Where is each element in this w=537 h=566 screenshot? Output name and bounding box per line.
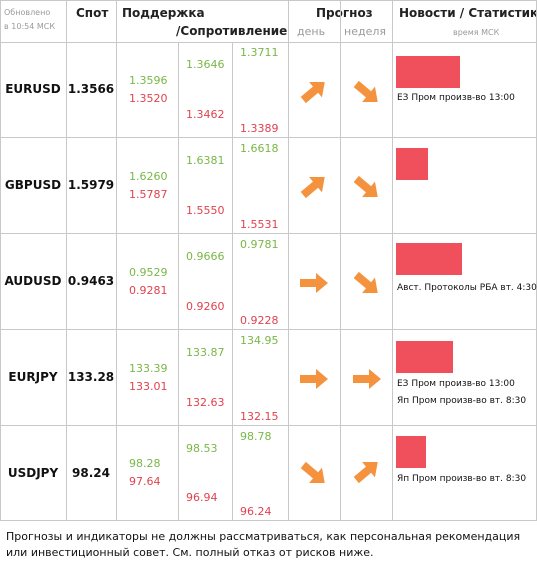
- disclaimer-text: Прогнозы и индикаторы не должны рассматр…: [6, 530, 521, 559]
- pair-name[interactable]: EURUSD: [5, 82, 61, 96]
- resistance-3: 132.15: [240, 410, 279, 423]
- resistance-2: 1.3462: [186, 108, 225, 121]
- support-2: 0.9666: [186, 250, 225, 263]
- support-header: Поддержка: [122, 6, 205, 20]
- resistance-header: /Сопротивление: [176, 24, 288, 38]
- arrow-right-icon: [300, 273, 328, 293]
- resistance-2: 0.9260: [186, 300, 225, 313]
- news-header: Новости / Статистика: [399, 6, 537, 20]
- news-importance-bar: [396, 56, 460, 88]
- resistance-2: 132.63: [186, 396, 225, 409]
- support-2: 98.53: [186, 442, 218, 455]
- support-3: 134.95: [240, 334, 279, 347]
- support-1: 0.9529: [129, 266, 168, 279]
- resistance-3: 96.24: [240, 505, 272, 518]
- support-2: 133.87: [186, 346, 225, 359]
- spot-price: 0.9463: [67, 274, 115, 288]
- pair-name[interactable]: AUDUSD: [4, 274, 62, 288]
- forex-table: Обновлено в 10:54 МСК Спот Поддержка /Со…: [0, 0, 537, 521]
- arrow-up-right-icon: [300, 177, 325, 199]
- updated-time: в 10:54 МСК: [4, 22, 56, 31]
- arrow-right-icon: [300, 369, 328, 389]
- news-item[interactable]: ЕЗ Пром произв-во 13:00: [397, 379, 515, 389]
- support-2: 1.6381: [186, 154, 225, 167]
- support-1: 133.39: [129, 362, 168, 375]
- news-item[interactable]: ЕЗ Пром произв-во 13:00: [397, 93, 515, 103]
- support-1: 1.3596: [129, 74, 168, 87]
- forecast-day-header: день: [297, 25, 326, 38]
- arrow-up-right-icon: [300, 82, 325, 104]
- resistance-1: 1.5787: [129, 188, 168, 201]
- pair-name[interactable]: EURJPY: [8, 370, 58, 384]
- arrow-down-right-icon: [353, 271, 378, 293]
- support-3: 1.3711: [240, 46, 279, 59]
- arrow-down-right-icon: [300, 461, 325, 483]
- spot-price: 1.5979: [67, 178, 115, 192]
- news-item[interactable]: Авст. Протоколы РБА вт. 4:30: [397, 283, 537, 293]
- news-item[interactable]: Яп Пром произв-во вт. 8:30: [397, 474, 527, 484]
- support-3: 98.78: [240, 430, 272, 443]
- resistance-1: 1.3520: [129, 92, 168, 105]
- resistance-1: 133.01: [129, 380, 168, 393]
- spot-header: Спот: [76, 6, 109, 20]
- news-item[interactable]: Яп Пром произв-во вт. 8:30: [397, 396, 527, 406]
- support-3: 1.6618: [240, 142, 279, 155]
- arrow-down-right-icon: [353, 80, 378, 102]
- pair-name[interactable]: USDJPY: [7, 466, 59, 480]
- resistance-2: 96.94: [186, 491, 218, 504]
- resistance-3: 0.9228: [240, 314, 279, 327]
- pair-name[interactable]: GBPUSD: [4, 178, 62, 192]
- support-1: 1.6260: [129, 170, 168, 183]
- forecast-header: Прогноз: [316, 6, 373, 20]
- news-importance-bar: [396, 341, 453, 373]
- updated-label: Обновлено: [4, 8, 51, 17]
- support-2: 1.3646: [186, 58, 225, 71]
- resistance-3: 1.5531: [240, 218, 279, 231]
- news-importance-bar: [396, 243, 462, 275]
- support-1: 98.28: [129, 457, 161, 470]
- news-importance-bar: [396, 148, 428, 180]
- msk-time-label: время МСК: [453, 28, 500, 37]
- forecast-week-header: неделя: [344, 25, 386, 38]
- spot-price: 98.24: [72, 466, 110, 480]
- resistance-2: 1.5550: [186, 204, 225, 217]
- support-3: 0.9781: [240, 238, 279, 251]
- arrow-down-right-icon: [353, 175, 378, 197]
- resistance-1: 0.9281: [129, 284, 168, 297]
- resistance-3: 1.3389: [240, 122, 279, 135]
- arrow-right-icon: [353, 369, 381, 389]
- spot-price: 1.3566: [67, 82, 115, 96]
- arrow-up-right-icon: [353, 462, 378, 484]
- news-importance-bar: [396, 436, 426, 468]
- resistance-1: 97.64: [129, 475, 161, 488]
- spot-price: 133.28: [67, 370, 115, 384]
